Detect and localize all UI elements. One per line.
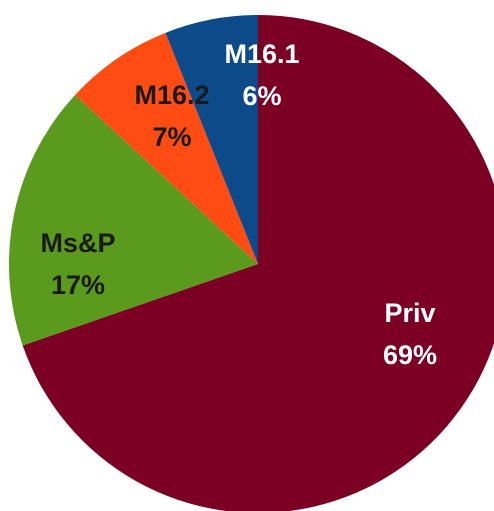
pie-slice [165, 15, 258, 264]
slice-value-label: 69% [383, 340, 437, 370]
slice-label: Priv [384, 298, 435, 328]
slice-label: Ms&P [40, 228, 115, 258]
pie-slice [22, 15, 494, 511]
slice-label: M16.1 [224, 39, 299, 69]
slice-value-label: 7% [152, 122, 191, 152]
pie-slice [9, 95, 259, 346]
slice-value-label: 17% [51, 270, 105, 300]
slice-label: M16.2 [134, 80, 209, 110]
pie-slice [75, 32, 258, 265]
slice-value-label: 6% [242, 81, 281, 111]
